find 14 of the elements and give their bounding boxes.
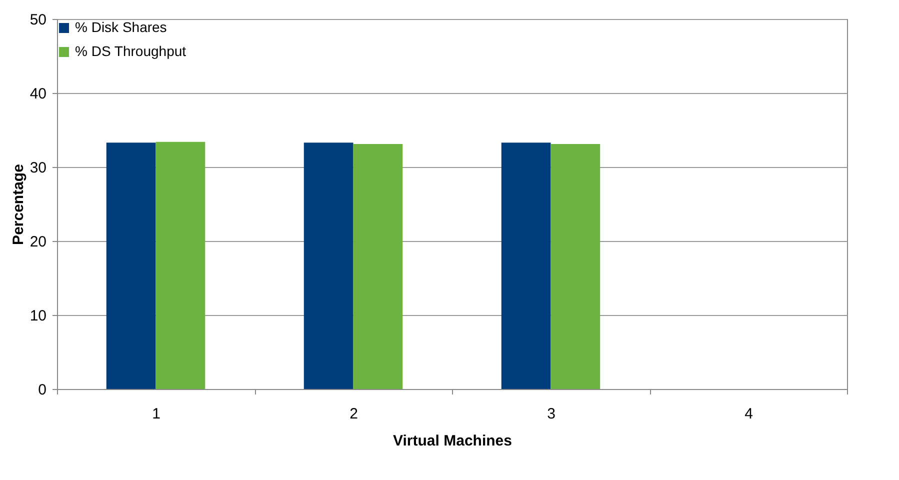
x-axis-title: Virtual Machines xyxy=(393,432,512,450)
y-axis-title: Percentage xyxy=(10,164,27,245)
y-tick-label: 40 xyxy=(30,86,46,102)
y-tick-label: 30 xyxy=(30,160,46,176)
legend-label: % Disk Shares xyxy=(75,19,167,35)
x-tick-label: 2 xyxy=(350,406,358,422)
y-tick-label: 0 xyxy=(38,382,46,398)
x-tick-label: 1 xyxy=(152,406,160,422)
y-tick-label: 20 xyxy=(30,234,46,250)
legend-label: % DS Throughput xyxy=(75,43,186,59)
x-tick-label: 4 xyxy=(744,406,753,422)
x-tick-label: 3 xyxy=(547,406,556,422)
y-tick-label: 50 xyxy=(30,12,46,28)
y-tick-label: 10 xyxy=(30,308,46,324)
